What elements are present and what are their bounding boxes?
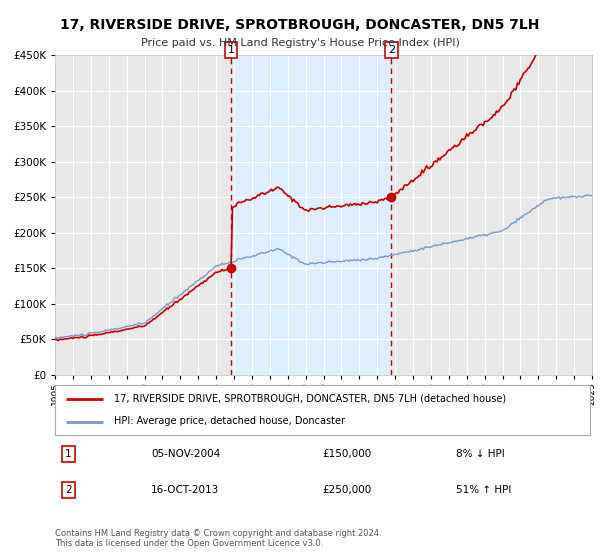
Text: 1: 1 — [227, 45, 235, 55]
Bar — [231, 55, 391, 375]
Text: £250,000: £250,000 — [323, 485, 372, 495]
Text: 16-OCT-2013: 16-OCT-2013 — [151, 485, 220, 495]
Text: 2: 2 — [388, 45, 395, 55]
Text: Contains HM Land Registry data © Crown copyright and database right 2024.
This d: Contains HM Land Registry data © Crown c… — [55, 529, 382, 548]
Text: 8% ↓ HPI: 8% ↓ HPI — [456, 449, 505, 459]
Text: 17, RIVERSIDE DRIVE, SPROTBROUGH, DONCASTER, DN5 7LH: 17, RIVERSIDE DRIVE, SPROTBROUGH, DONCAS… — [61, 18, 539, 32]
Text: HPI: Average price, detached house, Doncaster: HPI: Average price, detached house, Donc… — [114, 417, 345, 427]
Text: 2: 2 — [65, 485, 71, 495]
Text: 1: 1 — [65, 449, 71, 459]
Text: 05-NOV-2004: 05-NOV-2004 — [151, 449, 221, 459]
Text: 17, RIVERSIDE DRIVE, SPROTBROUGH, DONCASTER, DN5 7LH (detached house): 17, RIVERSIDE DRIVE, SPROTBROUGH, DONCAS… — [114, 394, 506, 404]
Text: Price paid vs. HM Land Registry's House Price Index (HPI): Price paid vs. HM Land Registry's House … — [140, 38, 460, 48]
Text: £150,000: £150,000 — [323, 449, 372, 459]
Text: 51% ↑ HPI: 51% ↑ HPI — [456, 485, 512, 495]
